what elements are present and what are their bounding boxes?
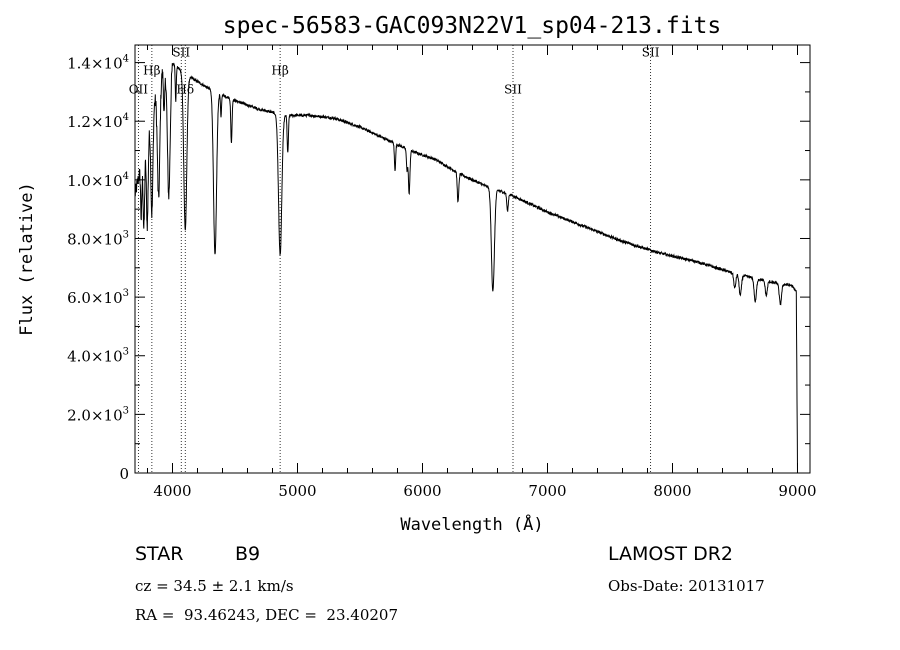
y-axis: 0 2.0×103 4.0×103 6.0×103 8.0×103 1.0×104 1.2×… (67, 54, 810, 483)
chart-title: spec-56583-GAC093N22V1_sp04-213.fits (223, 13, 722, 39)
spectral-line-label: Hβ (143, 63, 160, 77)
coordinates-text: RA = 93.46243, DEC = 23.40207 (135, 606, 398, 624)
y-tick-label: 1.2×104 (67, 112, 129, 131)
x-tick-label: 4000 (153, 482, 191, 500)
spectral-line-label: Hβ (271, 63, 288, 77)
x-axis-label: Wavelength (Å) (400, 513, 543, 535)
spectral-line-label: Hδ (176, 82, 194, 96)
y-tick-label: 6.0×103 (67, 288, 129, 307)
y-axis-label: Flux (relative) (17, 182, 37, 336)
y-tick-label: 1.0×104 (67, 171, 129, 190)
spectral-line-label: SII (504, 82, 522, 96)
spectral-line-markers: OII Hβ SII Hδ Hβ SII SII (129, 45, 660, 473)
x-tick-label: 9000 (778, 482, 816, 500)
x-tick-label: 6000 (403, 482, 441, 500)
y-tick-label: 1.4×104 (67, 54, 129, 73)
redshift-text: cz = 34.5 ± 2.1 km/s (135, 577, 294, 595)
x-axis: 4000 5000 6000 7000 8000 9000 (147, 45, 817, 500)
x-tick-label: 8000 (653, 482, 691, 500)
spectral-line-label: SII (642, 46, 660, 60)
object-subclass: B9 (235, 543, 260, 565)
survey-name: LAMOST DR2 (608, 543, 733, 565)
plot-frame (134, 44, 811, 474)
y-tick-label: 4.0×103 (67, 347, 129, 366)
y-tick-label: 0 (119, 465, 129, 483)
y-tick-label: 8.0×103 (67, 229, 129, 248)
spectrum-line (134, 62, 798, 474)
object-class: STAR (135, 543, 183, 565)
spectral-line-label: SII (172, 46, 190, 60)
spectral-line-label: OII (129, 82, 149, 96)
y-tick-label: 2.0×103 (67, 405, 129, 424)
x-tick-label: 5000 (278, 482, 316, 500)
obs-date: Obs-Date: 20131017 (608, 577, 765, 595)
x-tick-label: 7000 (528, 482, 566, 500)
